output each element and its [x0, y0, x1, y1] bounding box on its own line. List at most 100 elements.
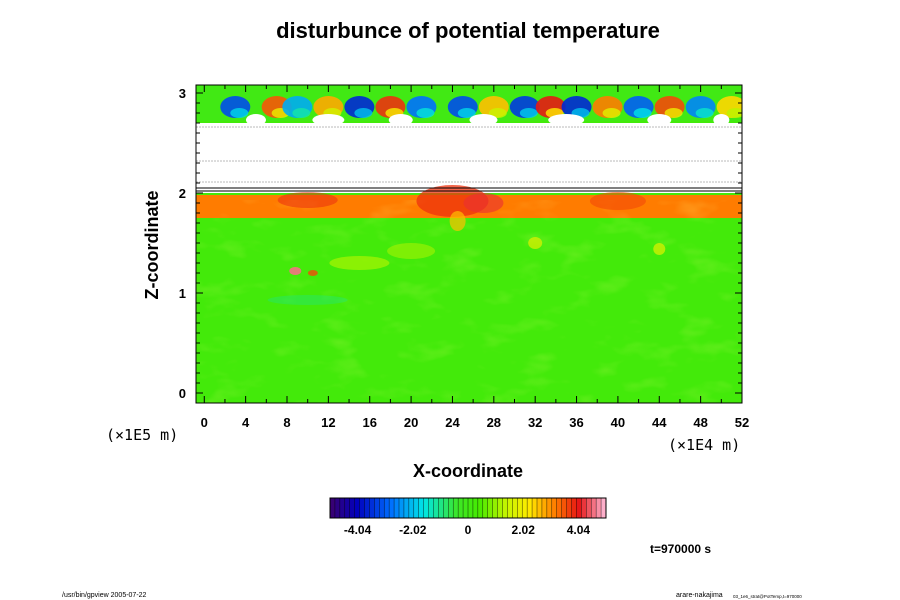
y-unit-label: (×1E5 m)	[106, 426, 178, 444]
colorbar-cell	[463, 498, 469, 518]
top-gap-1	[312, 114, 345, 126]
colorbar-tick-label-0: -4.04	[344, 523, 372, 537]
colorbar-cell	[418, 498, 424, 518]
colorbar-cell	[394, 498, 400, 518]
colorbar-frame	[329, 497, 607, 519]
top-gap-2	[388, 114, 413, 126]
x-tick-label-12: 48	[693, 415, 707, 430]
colorbar-cell	[389, 498, 395, 518]
colorbar-cell	[576, 498, 582, 518]
colorbar-cell	[359, 498, 365, 518]
texture-overlay	[196, 200, 742, 403]
colorbar-cell	[581, 498, 587, 518]
colorbar-cell	[527, 498, 533, 518]
colorbar-cell	[492, 498, 498, 518]
top-gap-3	[469, 114, 498, 126]
x-tick-label-7: 28	[487, 415, 501, 430]
colorbar-cell	[546, 498, 553, 518]
x-tick-label-2: 8	[283, 415, 290, 430]
heatmap-feature-1	[463, 193, 504, 213]
x-tick-label-5: 20	[404, 415, 418, 430]
colorbar-cell	[482, 498, 489, 518]
plot-area	[196, 85, 742, 403]
colorbar-cell	[354, 498, 360, 518]
heatmap-feature-2	[589, 192, 646, 210]
footer-left: /usr/bin/gpview 2005-07-22	[62, 592, 147, 599]
top-cell-core-12	[602, 108, 621, 118]
colorbar-cell	[344, 498, 351, 518]
plot-frame	[195, 84, 743, 404]
colorbar-tick-label-2: 0	[465, 523, 472, 537]
colorbar-cell	[334, 498, 341, 518]
colorbar-cell	[374, 498, 380, 518]
x-unit-label: (×1E4 m)	[668, 436, 740, 454]
colorbar-cell	[443, 498, 449, 518]
heatmap-feature-5	[528, 237, 543, 249]
x-tick-label-9: 36	[569, 415, 583, 430]
x-tick-label-8: 32	[528, 415, 542, 430]
colorbar-cell	[551, 498, 558, 518]
y-tick-label-1: 1	[179, 286, 186, 301]
top-cell-core-15	[695, 108, 714, 118]
x-tick-label-11: 44	[652, 415, 667, 430]
heatmap-feature-11	[267, 295, 348, 305]
heatmap-feature-6	[653, 243, 666, 255]
footer-right-small: 03_1e6_strat@PotTemp,t=970000	[733, 594, 802, 599]
top-cell-core-2	[292, 108, 311, 118]
heatmap-region-2	[196, 123, 742, 193]
colorbar-cell	[369, 498, 375, 518]
y-axis-label: Z-coordinate	[142, 190, 162, 299]
heatmap-feature-4	[449, 211, 466, 231]
x-axis-ticks: 0 4 8 12 16 20 24 28 32 36 40 44 48 52	[201, 85, 749, 430]
colorbar-cell	[512, 498, 518, 518]
colorbar-cell	[596, 498, 602, 518]
heatmap-feature-10	[387, 243, 436, 259]
colorbar-cell	[487, 498, 493, 518]
colorbar-cell	[532, 498, 538, 518]
colorbar-cell	[497, 498, 503, 518]
top-cell-core-4	[354, 108, 373, 118]
colorbar-cell	[472, 498, 479, 518]
colorbar-cell	[428, 498, 434, 518]
colorbar-tick-label-1: -2.02	[399, 523, 427, 537]
colorbar-ticks: -4.04 -2.02 0 2.02 4.04	[344, 523, 590, 537]
top-cell-core-8	[488, 108, 507, 118]
colorbar-cell	[438, 498, 444, 518]
colorbar-cell	[384, 498, 390, 518]
x-tick-label-0: 0	[201, 415, 208, 430]
colorbar-cell	[541, 498, 548, 518]
chart-title: disturbunce of potential temperature	[276, 18, 660, 43]
colorbar-cell	[364, 498, 370, 518]
colorbar-cell	[349, 498, 355, 518]
colorbar-cell	[403, 498, 410, 518]
y-tick-label-0: 0	[179, 386, 186, 401]
top-cell-core-7	[457, 108, 476, 118]
top-cell-core-16	[726, 108, 742, 118]
y-tick-label-2: 2	[179, 186, 186, 201]
colorbar-cell	[586, 498, 592, 518]
top-cell-core-13	[633, 108, 652, 118]
x-axis-label: X-coordinate	[413, 461, 523, 481]
heatmap-features	[196, 96, 742, 305]
top-gap-4	[548, 114, 585, 126]
colorbar-cell	[423, 498, 429, 518]
colorbar-cell	[468, 498, 474, 518]
colorbar-cell	[339, 498, 346, 518]
heatmap-feature-7	[289, 267, 302, 275]
colorbar-cell	[453, 498, 459, 518]
colorbar-cell	[379, 498, 385, 518]
x-tick-label-4: 16	[362, 415, 376, 430]
colorbar-cell	[591, 498, 597, 518]
top-cell-core-0	[230, 108, 249, 118]
colorbar	[330, 498, 607, 518]
colorbar-cell	[458, 498, 464, 518]
colorbar-cell	[399, 498, 405, 518]
colorbar-cell	[537, 498, 543, 518]
heatmap-feature-3	[277, 192, 338, 208]
y-axis-ticks: 0 1 2 3	[179, 86, 742, 401]
x-tick-label-10: 40	[611, 415, 625, 430]
top-gap-6	[713, 114, 730, 126]
y-tick-label-3: 3	[179, 86, 186, 101]
colorbar-cell	[571, 498, 577, 518]
